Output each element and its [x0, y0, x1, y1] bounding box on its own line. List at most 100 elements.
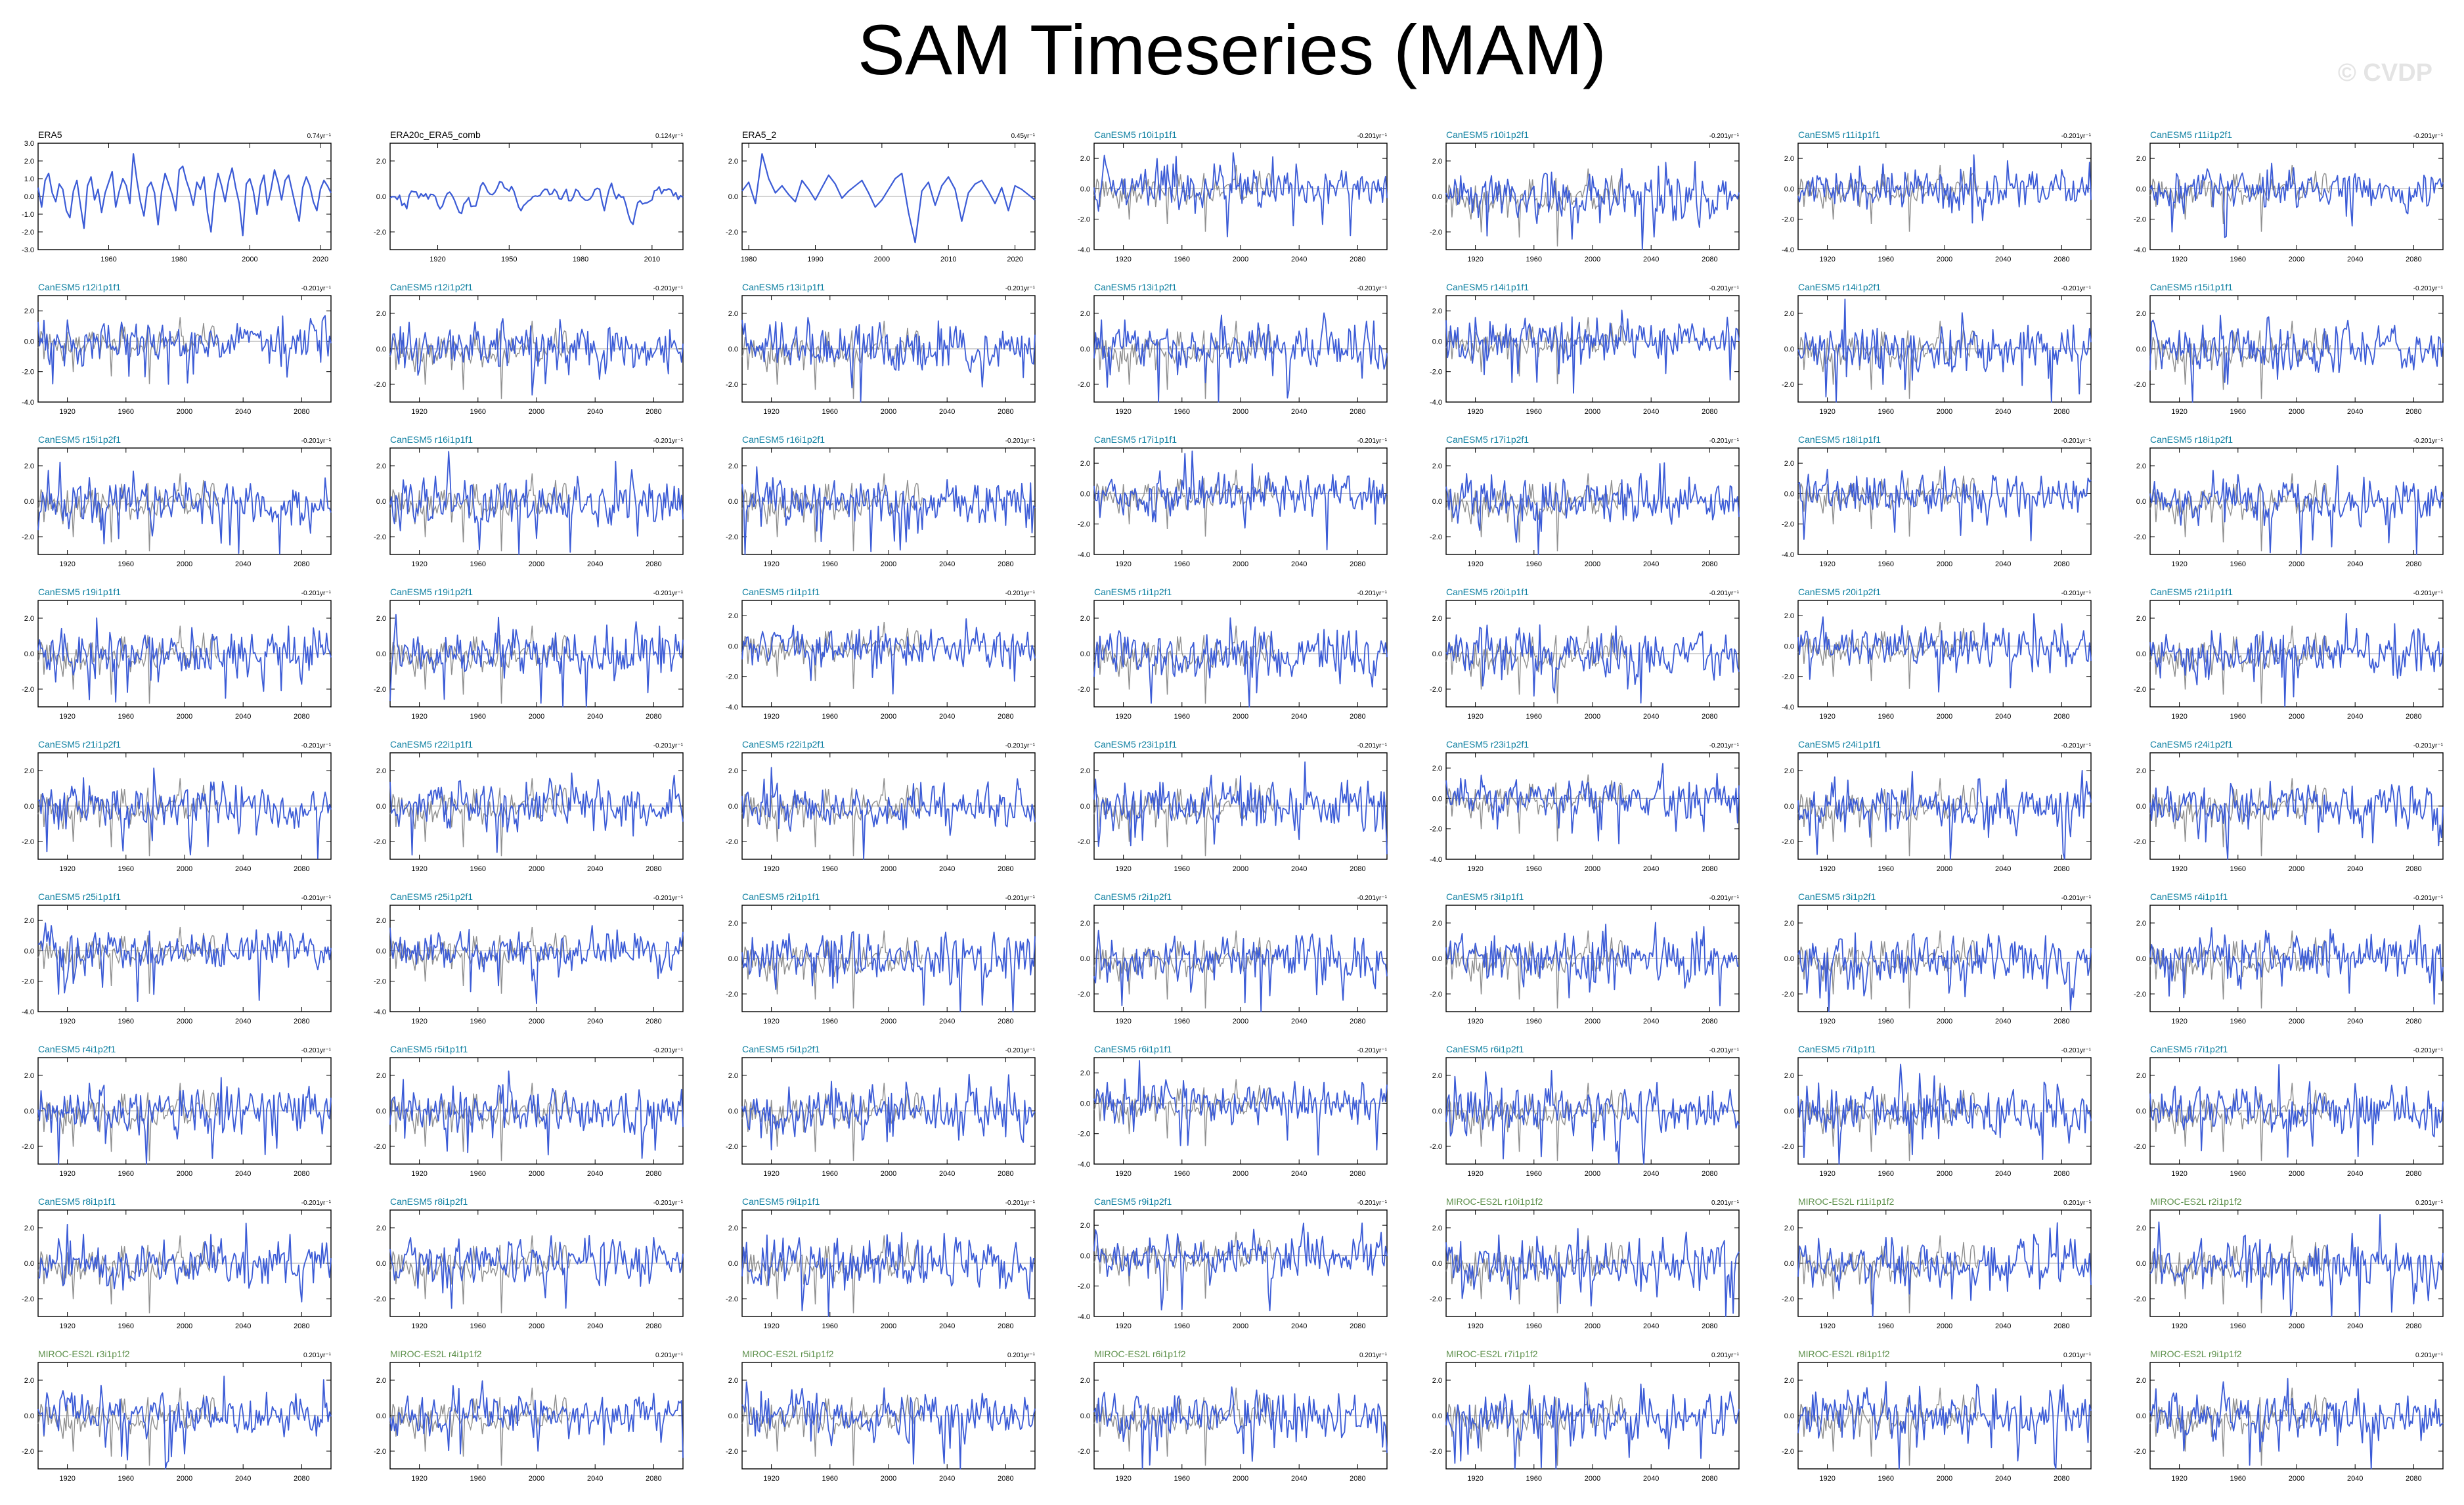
series-line — [1093, 930, 1388, 1012]
x-tick-label: 2000 — [881, 408, 896, 416]
x-tick-label: 1960 — [1174, 1322, 1190, 1330]
series-line — [1445, 160, 1740, 250]
trend-label: -0.201yr⁻¹ — [2061, 590, 2092, 597]
x-tick-label: 1960 — [1878, 1018, 1894, 1025]
trend-label: -0.201yr⁻¹ — [301, 895, 332, 902]
series-line — [2149, 924, 2444, 1005]
x-tick-label: 2040 — [939, 408, 955, 416]
series-line — [37, 315, 332, 385]
trend-label: -0.201yr⁻¹ — [301, 438, 332, 445]
panel-title: CanESM5 r23i1p2f1 — [1446, 739, 1529, 750]
x-tick-label: 1920 — [411, 1170, 427, 1178]
trend-label: -0.201yr⁻¹ — [2061, 133, 2092, 140]
trend-label: -0.201yr⁻¹ — [1005, 590, 1036, 597]
x-tick-label: 2000 — [1233, 713, 1248, 721]
panel: CanESM5 r19i1p2f1 -0.201yr⁻¹ 2.0 0.0 -2.0 192… — [374, 587, 684, 721]
x-tick-label: 1920 — [411, 713, 427, 721]
x-tick-label: 2000 — [1585, 1170, 1600, 1178]
series-line — [389, 451, 684, 555]
observed-overlay-line — [1445, 1387, 1627, 1466]
trend-label: -0.201yr⁻¹ — [301, 742, 332, 750]
x-tick-label: 2080 — [294, 1018, 309, 1025]
trend-label: 0.201yr⁻¹ — [1007, 1352, 1036, 1359]
y-tick-label: 2.0 — [2136, 920, 2146, 928]
x-tick-label: 2080 — [1350, 1170, 1365, 1178]
panel: CanESM5 r9i1p1f1 -0.201yr⁻¹ 2.0 0.0 -2.0 1920… — [726, 1196, 1036, 1330]
observed-overlay-line — [2149, 473, 2331, 552]
x-tick-label: 2000 — [1937, 865, 1952, 873]
y-tick-label: 0.0 — [376, 803, 386, 811]
y-tick-label: 0.0 — [1080, 803, 1090, 811]
x-tick-label: 2040 — [1643, 713, 1659, 721]
series-line — [37, 922, 332, 1002]
y-tick-label: 0.0 — [1080, 490, 1090, 498]
x-tick-label: 2040 — [1995, 865, 2011, 873]
y-tick-label: -2.0 — [1430, 826, 1442, 834]
y-tick-label: 0.0 — [376, 498, 386, 506]
panel: CanESM5 r8i1p2f1 -0.201yr⁻¹ 2.0 0.0 -2.0 1920… — [374, 1196, 684, 1330]
series-line — [741, 618, 1036, 695]
x-tick-label: 2080 — [1702, 256, 1717, 263]
x-tick-label: 1920 — [59, 865, 75, 873]
x-tick-label: 2000 — [881, 713, 896, 721]
panel: CanESM5 r1i1p2f1 -0.201yr⁻¹ 2.0 0.0 -2.0 1920… — [1078, 587, 1388, 721]
y-tick-label: 2.0 — [1080, 155, 1090, 163]
x-tick-label: 2080 — [2054, 865, 2069, 873]
panel-title: CanESM5 r23i1p1f1 — [1094, 739, 1177, 750]
x-tick-label: 1920 — [2171, 408, 2187, 416]
trend-label: -0.201yr⁻¹ — [1005, 438, 1036, 445]
panel-title: CanESM5 r17i1p1f1 — [1094, 434, 1177, 445]
x-tick-label: 2000 — [177, 560, 192, 568]
panel: MIROC-ES2L r4i1p1f2 0.201yr⁻¹ 2.0 0.0 -2.0 19… — [374, 1349, 684, 1483]
observed-overlay-line — [389, 1083, 571, 1161]
panel: CanESM5 r12i1p2f1 -0.201yr⁻¹ 2.0 0.0 -2.0 192… — [374, 282, 684, 416]
x-tick-label: 2040 — [939, 1322, 955, 1330]
y-tick-label: -4.0 — [1078, 1313, 1090, 1321]
y-tick-label: 0.0 — [2136, 955, 2146, 963]
x-tick-label: 2080 — [998, 1170, 1013, 1178]
x-tick-label: 2000 — [1937, 1170, 1952, 1178]
y-tick-label: -2.0 — [2134, 381, 2146, 389]
y-tick-label: -2.0 — [1782, 381, 1794, 389]
trend-label: -0.201yr⁻¹ — [1357, 1200, 1388, 1207]
series-line — [389, 181, 684, 225]
trend-label: -0.201yr⁻¹ — [2413, 742, 2444, 750]
panel: CanESM5 r6i1p2f1 -0.201yr⁻¹ 2.0 0.0 -2.0 1920… — [1430, 1044, 1740, 1178]
x-tick-label: 2040 — [1643, 256, 1659, 263]
y-tick-label: 0.0 — [728, 1260, 738, 1268]
x-tick-label: 2000 — [1233, 1018, 1248, 1025]
x-tick-label: 1920 — [1819, 408, 1835, 416]
y-tick-label: -2.0 — [1782, 1448, 1794, 1456]
y-tick-label: 2.0 — [2136, 767, 2146, 775]
panel: CanESM5 r1i1p1f1 -0.201yr⁻¹ 2.0 0.0 -2.0 -4.0… — [726, 587, 1036, 721]
trend-label: 0.201yr⁻¹ — [2063, 1200, 2092, 1207]
trend-label: -0.201yr⁻¹ — [653, 895, 684, 902]
trend-label: -0.201yr⁻¹ — [1005, 1200, 1036, 1207]
x-tick-label: 2080 — [1702, 1475, 1717, 1483]
x-tick-label: 2000 — [2289, 1018, 2304, 1025]
x-tick-label: 1920 — [1115, 408, 1131, 416]
x-tick-label: 2000 — [1585, 865, 1600, 873]
x-tick-label: 1920 — [2171, 560, 2187, 568]
x-tick-label: 2080 — [2054, 1475, 2069, 1483]
series-line — [389, 1235, 684, 1309]
trend-label: -0.201yr⁻¹ — [653, 285, 684, 292]
x-tick-label: 2080 — [294, 560, 309, 568]
x-tick-label: 1920 — [2171, 713, 2187, 721]
y-tick-label: 2.0 — [376, 1224, 386, 1232]
y-tick-label: 0.0 — [1432, 1260, 1442, 1268]
x-tick-label: 2040 — [1291, 560, 1307, 568]
x-tick-label: 2040 — [939, 1475, 955, 1483]
observed-overlay-line — [1445, 625, 1627, 704]
x-tick-label: 2000 — [2289, 1475, 2304, 1483]
x-tick-label: 2000 — [1585, 1322, 1600, 1330]
x-tick-label: 2000 — [1233, 865, 1248, 873]
panel-title: MIROC-ES2L r10i1p1f2 — [1446, 1196, 1543, 1207]
y-tick-label: 2.0 — [1784, 1072, 1794, 1080]
trend-label: -0.201yr⁻¹ — [301, 590, 332, 597]
y-tick-label: -2.0 — [2134, 216, 2146, 224]
x-tick-label: 1920 — [1819, 713, 1835, 721]
x-tick-label: 2080 — [646, 560, 661, 568]
x-tick-label: 2080 — [2054, 408, 2069, 416]
x-tick-label: 2000 — [2289, 408, 2304, 416]
